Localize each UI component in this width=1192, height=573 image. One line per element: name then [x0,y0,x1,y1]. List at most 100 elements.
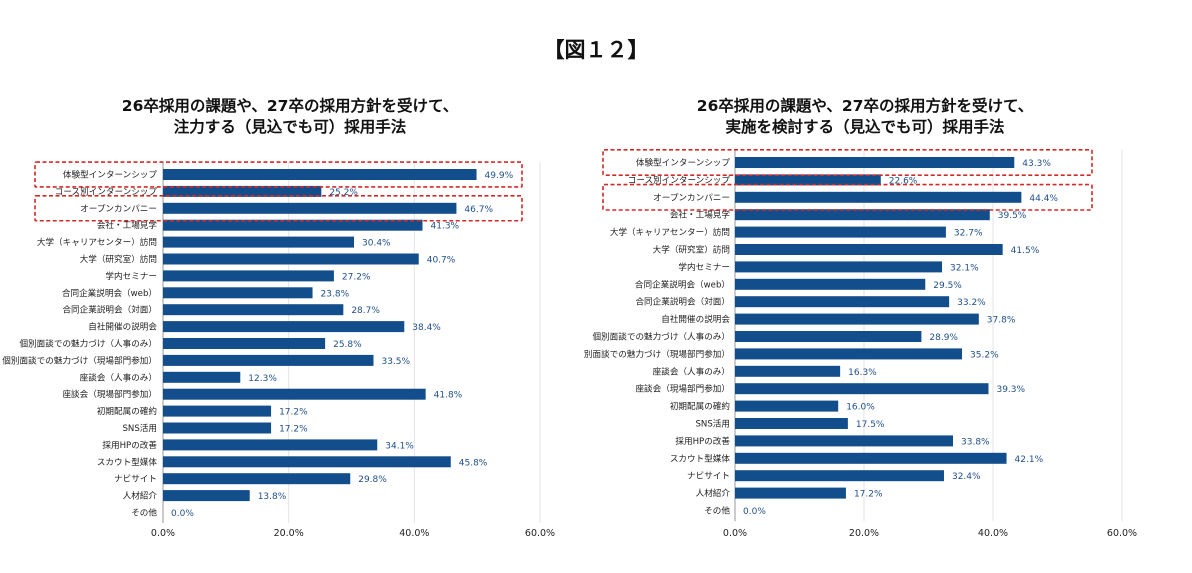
chart-1-value-label: 0.0% [171,509,194,519]
chart-1-category-label: ナビサイト [114,474,157,485]
chart-1-title-line-2: 注力する（見込でも可）採用手法 [173,118,407,136]
chart-2-category-label: 合同企業説明会（対面） [635,296,730,308]
chart-2-category-label: 別面談での魅力づけ（現場部門参加） [584,348,730,360]
chart-2-bar [735,383,989,395]
chart-1-value-label: 27.2% [342,272,371,282]
chart-2-bar [735,174,881,186]
chart-2-value-label: 44.4% [1029,194,1058,204]
chart-1-category-label: スカウト型媒体 [97,456,158,468]
chart-1-x-tick: 40.0% [399,528,429,539]
chart-2-category-label: その他 [704,505,730,517]
chart-1-bar [163,371,241,383]
chart-2-bar [735,296,950,308]
chart-2-value-label: 39.3% [996,385,1025,395]
chart-1-category-label: 初期配属の確約 [97,405,157,417]
chart-1-bar [163,321,405,333]
chart-1-bar [163,338,326,349]
chart-2-value-label: 16.0% [846,403,875,413]
chart-2-bar [735,331,922,342]
chart-1-category-label: 合同企業説明会（web） [62,287,157,299]
chart-2-category-label: 学内セミナー [678,261,730,273]
chart-2-title: 26卒採用の課題や、27卒の採用方針を受けて、 実施を検討する（見込でも可）採用… [600,96,1130,138]
chart-1-bar [163,354,374,366]
chart-1-value-label: 33.5% [381,357,410,367]
chart-2-category-label: 合同企業説明会（web） [635,278,730,290]
chart-1-value-label: 12.3% [248,374,277,384]
chart-1-value-label: 46.7% [464,205,493,215]
chart-2-x-tick: 20.0% [849,528,879,539]
chart-2-bar [735,191,1022,203]
chart-2-category-label: 大学（キャリアセンター）訪問 [610,226,730,238]
chart-1-value-label: 30.4% [362,239,391,249]
chart-1-category-label: 学内セミナー [105,270,157,282]
chart-1-bar [163,202,457,214]
chart-1-category-label: 体験型インターンシップ [63,169,158,181]
chart-1-value-label: 45.8% [459,458,488,468]
chart-1-value-label: 23.8% [321,289,350,299]
chart-2-value-label: 0.0% [743,507,766,517]
chart-1-x-tick: 60.0% [525,528,555,539]
chart-2-bar [735,435,954,447]
chart-2-bar [735,261,943,273]
chart-2-category-label: 個別面談での魅力づけ（人事のみ） [592,331,730,343]
chart-2-category-label: 座談会（現場部門参加） [635,383,730,395]
chart-1-value-label: 41.8% [434,391,463,401]
chart-2-value-label: 28.9% [929,333,958,343]
chart-2-x-tick: 60.0% [1107,528,1137,539]
chart-1-value-label: 41.3% [431,222,460,232]
chart-1-bar [163,219,423,231]
chart-1-value-label: 17.2% [279,408,308,418]
chart-1-category-label: 合同企業説明会（対面） [62,304,157,316]
chart-1-value-label: 38.4% [412,323,441,333]
chart-2-bar [735,470,944,482]
chart-1: 0.0% 20.0% 40.0% 60.0% 体験型インターンシップ 49.9% コース別イ… [2,161,555,539]
chart-2-category-label: 初期配属の確約 [670,400,730,412]
chart-1-bar [163,490,250,502]
chart-2-category-label: 会社・工場見学 [670,209,731,221]
chart-2-highlight-box [602,149,1093,177]
chart-2-value-label: 35.2% [970,350,999,360]
chart-1-bar [163,439,378,451]
chart-1-bar [163,185,322,197]
chart-1-bar [163,388,426,400]
chart-2-highlight-box [602,183,1093,211]
chart-1-highlight-box [34,161,523,188]
chart-2-value-label: 16.3% [848,368,877,378]
chart-2-bar [735,313,979,325]
chart-2-category-label: 座談会（人事のみ） [653,365,730,377]
chart-1-category-label: 採用HPの改善 [102,439,157,451]
chart-2-value-label: 33.2% [957,298,986,308]
chart-2-bar [735,348,963,360]
chart-1-category-label: 座談会（現場部門参加） [62,388,157,400]
chart-1-category-label: 大学（研究室）訪問 [80,253,157,265]
chart-2-title-line-1: 26卒採用の課題や、27卒の採用方針を受けて、 [696,97,1034,115]
chart-1-bar [163,405,272,417]
chart-2-category-label: 採用HPの改善 [675,435,730,447]
chart-1-title-line-1: 26卒採用の課題や、27卒の採用方針を受けて、 [121,97,459,115]
chart-1-bar [163,473,351,485]
chart-1-value-label: 49.9% [485,171,514,181]
chart-2-title-line-2: 実施を検討する（見込でも可）採用手法 [725,118,1005,136]
chart-1-category-label: オープンカンパニー [80,203,157,214]
chart-1-category-label: 会社・工場見学 [97,219,158,231]
chart-2-x-tick: 0.0% [723,528,747,539]
chart-2-category-label: オープンカンパニー [653,192,730,203]
chart-1-bar [163,236,355,248]
chart-2-category-label: 自社開催の説明会 [661,313,730,325]
chart-1-x-tick: 0.0% [151,528,175,539]
chart-2-category-label: 体験型インターンシップ [636,157,731,169]
chart-1-bar [163,456,451,468]
chart-1-bar [163,169,477,180]
chart-1-category-label: 個別面談での魅力づけ（現場部門参加） [2,354,157,366]
chart-1-bar [163,253,419,265]
chart-1-category-label: SNS活用 [122,422,157,434]
chart-1-value-label: 28.7% [351,306,380,316]
chart-2-value-label: 17.5% [856,420,885,430]
figure-title: 【図１２】 [543,38,649,62]
chart-1-bar [163,270,334,282]
chart-2-category-label: ナビサイト [687,471,730,482]
chart-2-category-label: スカウト型媒体 [670,452,731,464]
chart-2-value-label: 43.3% [1022,159,1051,169]
chart-2-bar [735,226,946,238]
